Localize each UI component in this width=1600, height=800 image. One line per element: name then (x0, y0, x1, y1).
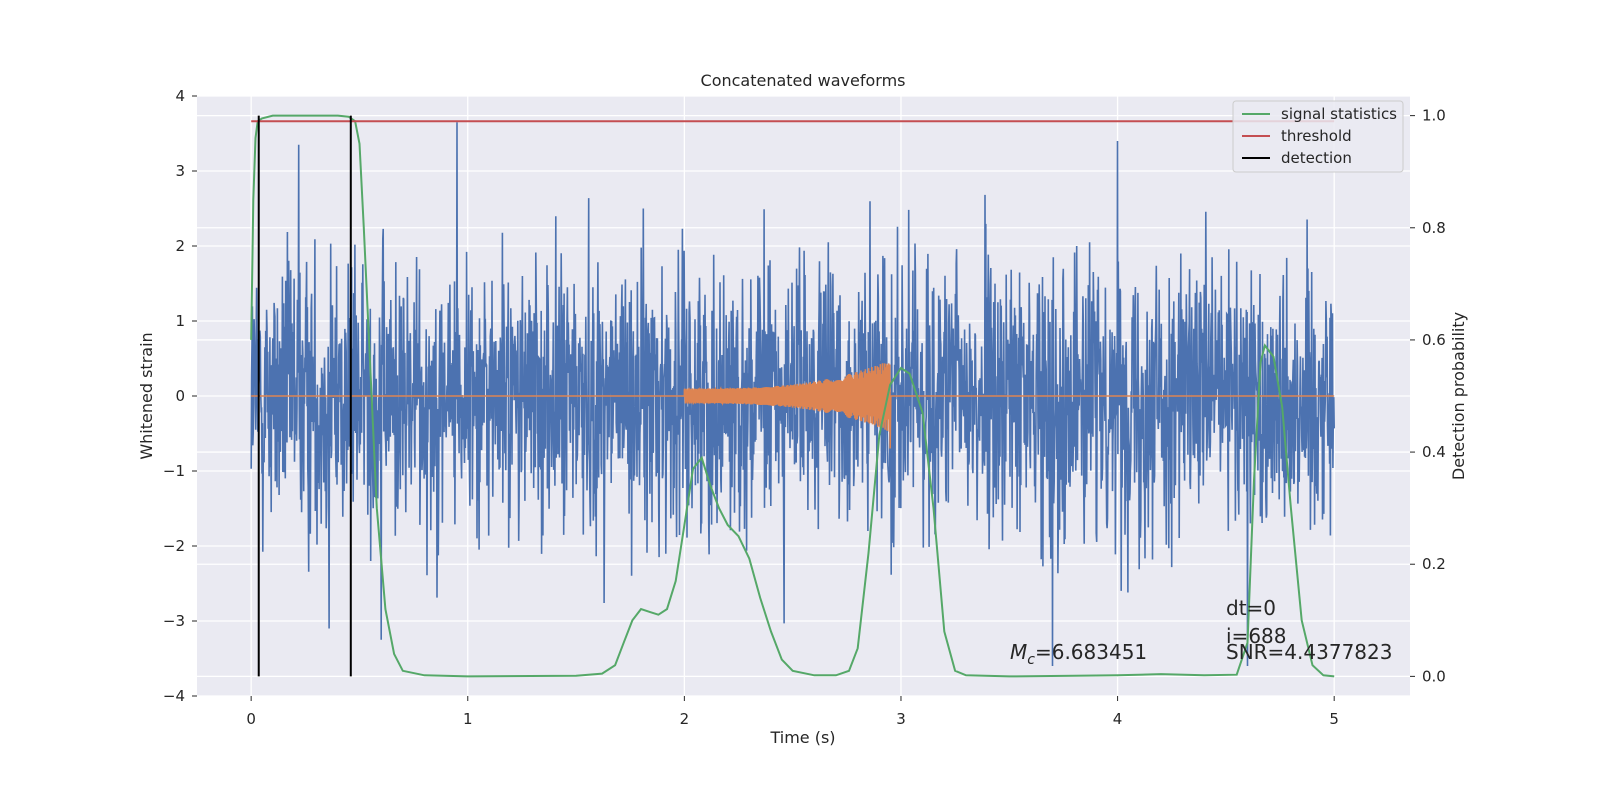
legend: signal statistics threshold detection (1232, 100, 1404, 173)
chart-title: Concatenated waveforms (701, 71, 906, 90)
legend-detection: detection (1281, 149, 1352, 167)
y2-tick-label: 0.0 (1422, 667, 1446, 685)
y2-tick-label: 0.2 (1422, 555, 1446, 573)
tick-labels: 0 1 2 3 4 5 −4 −3 −2 −1 0 1 2 3 4 0.0 0.2 0.4 0.6 0.8 1.0 (163, 87, 1446, 728)
x-axis-label: Time (s) (769, 728, 835, 747)
y-tick-label: 4 (175, 87, 185, 105)
y-tick-label: −2 (163, 537, 185, 555)
legend-box (1232, 100, 1404, 173)
svg-text:Mc=6.683451: Mc=6.683451 (1010, 640, 1147, 668)
snr-annotation: SNR=4.4377823 (1226, 640, 1392, 664)
y2-tick-label: 1.0 (1422, 107, 1446, 125)
y-axis-label: Whitened strain (137, 332, 156, 459)
y-tick-label: 1 (175, 312, 185, 330)
legend-signal-statistics: signal statistics (1281, 105, 1397, 123)
y-tick-label: −4 (163, 687, 185, 705)
y2-tick-label: 0.4 (1422, 443, 1446, 461)
legend-threshold: threshold (1281, 127, 1352, 145)
x-tick-label: 0 (246, 710, 256, 728)
y-tick-label: 0 (175, 387, 185, 405)
mc-annotation: Mc=6.683451 (1010, 640, 1147, 668)
x-tick-label: 4 (1113, 710, 1123, 728)
y-tick-label: −3 (163, 612, 185, 630)
y-tick-label: −1 (163, 462, 185, 480)
y-tick-label: 2 (175, 237, 185, 255)
x-tick-label: 3 (896, 710, 906, 728)
x-tick-label: 2 (680, 710, 690, 728)
i-annotation: i=688 (1226, 624, 1287, 648)
x-tick-label: 5 (1329, 710, 1339, 728)
y2-tick-label: 0.8 (1422, 219, 1446, 237)
y2-tick-label: 0.6 (1422, 331, 1446, 349)
signal-statistics-series (250, 114, 1335, 678)
mc-value: =6.683451 (1035, 640, 1147, 664)
y2-axis-label: Detection probability (1449, 312, 1468, 480)
series-layer (250, 114, 1335, 678)
injected-waveform-series (251, 363, 1335, 449)
y-tick-label: 3 (175, 162, 185, 180)
x-tick-label: 1 (463, 710, 473, 728)
dt-annotation: dt=0 (1226, 596, 1276, 620)
